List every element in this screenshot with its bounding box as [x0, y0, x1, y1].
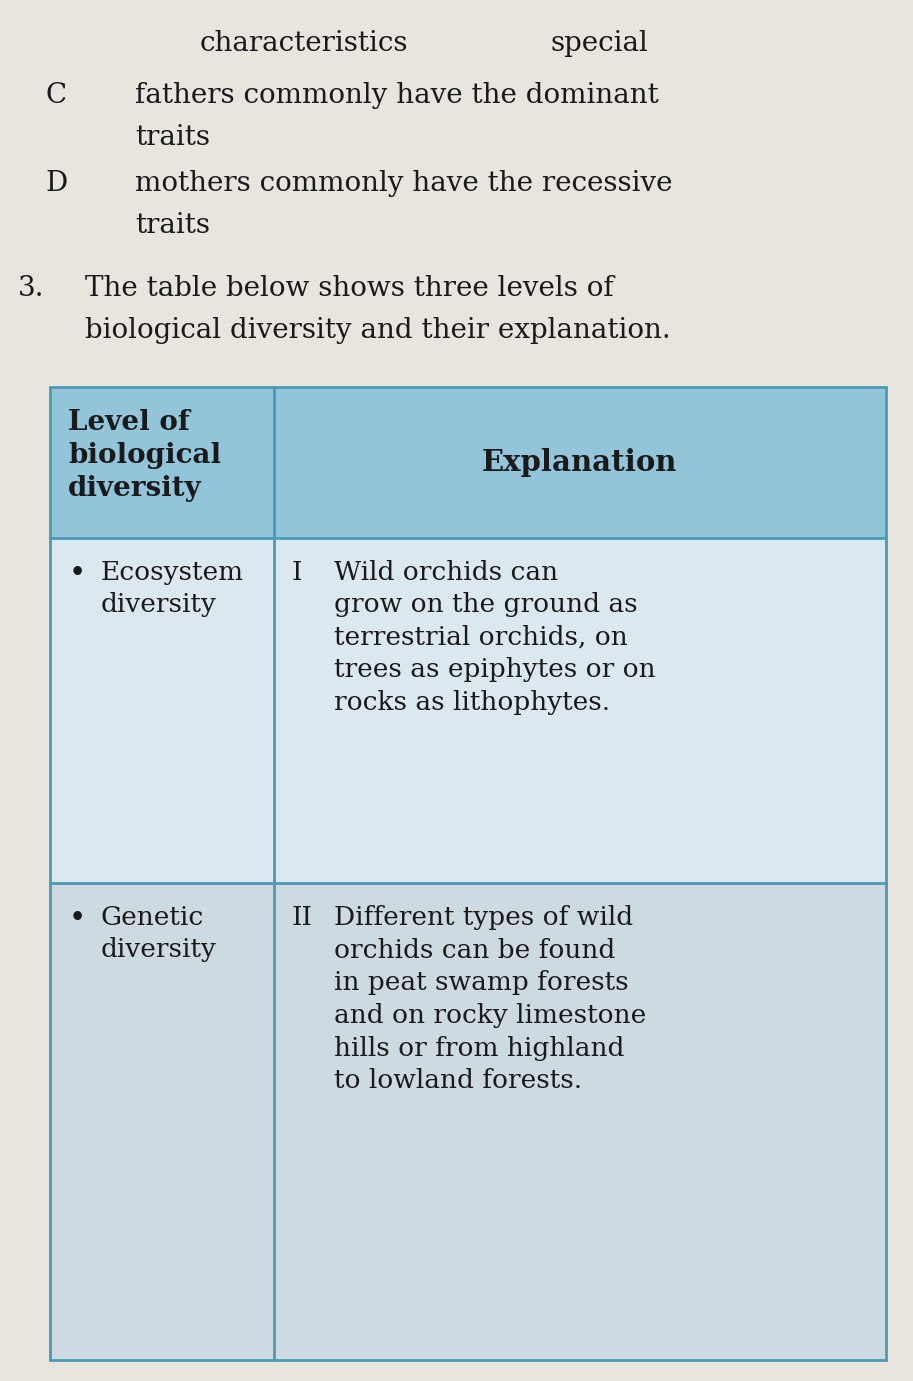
Text: traits: traits [135, 213, 210, 239]
Bar [50, 537, 886, 884]
Bar [50, 387, 886, 1360]
Text: Different types of wild
orchids can be found
in peat swamp forests
and on rocky : Different types of wild orchids can be f… [334, 905, 646, 1094]
Text: Explanation: Explanation [482, 447, 677, 476]
Text: traits: traits [135, 124, 210, 151]
Text: D: D [45, 170, 68, 197]
Text: I: I [292, 559, 302, 584]
Text: II: II [292, 905, 313, 931]
Text: characteristics: characteristics [200, 30, 408, 57]
Text: C: C [45, 81, 66, 109]
Text: •: • [68, 559, 86, 587]
Bar [50, 884, 886, 1360]
Text: Level of
biological
diversity: Level of biological diversity [68, 409, 221, 503]
Text: fathers commonly have the dominant: fathers commonly have the dominant [135, 81, 659, 109]
Text: 3.: 3. [18, 275, 45, 302]
Text: The table below shows three levels of: The table below shows three levels of [85, 275, 614, 302]
Text: Genetic
diversity: Genetic diversity [100, 905, 216, 963]
Text: Ecosystem
diversity: Ecosystem diversity [100, 559, 244, 616]
Bar [50, 387, 886, 537]
Text: biological diversity and their explanation.: biological diversity and their explanati… [85, 318, 671, 344]
Text: mothers commonly have the recessive: mothers commonly have the recessive [135, 170, 673, 197]
Text: •: • [68, 905, 86, 934]
Text: Wild orchids can
grow on the ground as
terrestrial orchids, on
trees as epiphyte: Wild orchids can grow on the ground as t… [334, 559, 656, 715]
Text: special: special [550, 30, 648, 57]
